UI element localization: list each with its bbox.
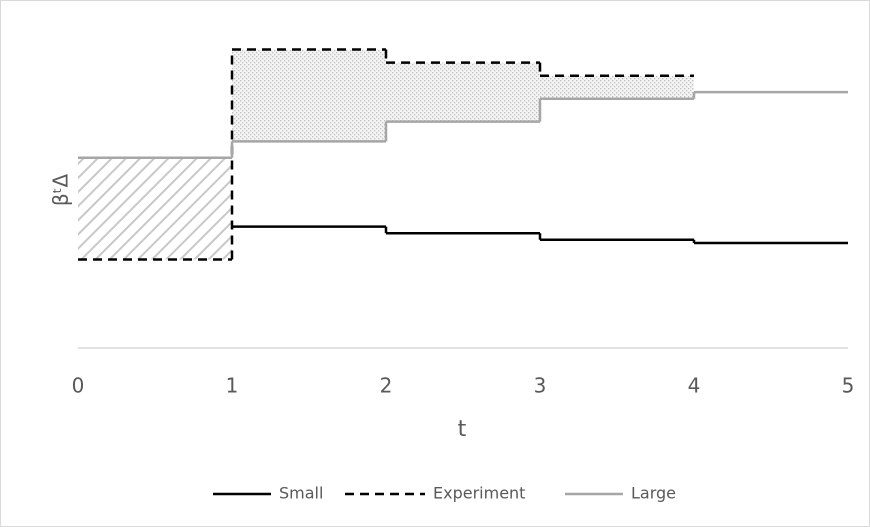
gap-shading	[386, 62, 540, 122]
x-tick-label: 0	[72, 374, 85, 398]
gap-shading	[232, 49, 386, 142]
x-tick-label: 5	[842, 374, 855, 398]
legend-label: Small	[279, 484, 323, 503]
x-tick-label: 1	[226, 374, 239, 398]
y-axis-label: βᵗΔ	[49, 174, 73, 207]
x-axis-label: t	[458, 417, 467, 442]
x-tick-label: 2	[380, 374, 393, 398]
legend-label: Large	[631, 484, 676, 503]
gap-shading	[540, 75, 694, 99]
legend-label: Experiment	[433, 484, 525, 503]
x-tick-label: 4	[688, 374, 701, 398]
gap-shading	[78, 157, 232, 260]
x-tick-label: 3	[534, 374, 547, 398]
